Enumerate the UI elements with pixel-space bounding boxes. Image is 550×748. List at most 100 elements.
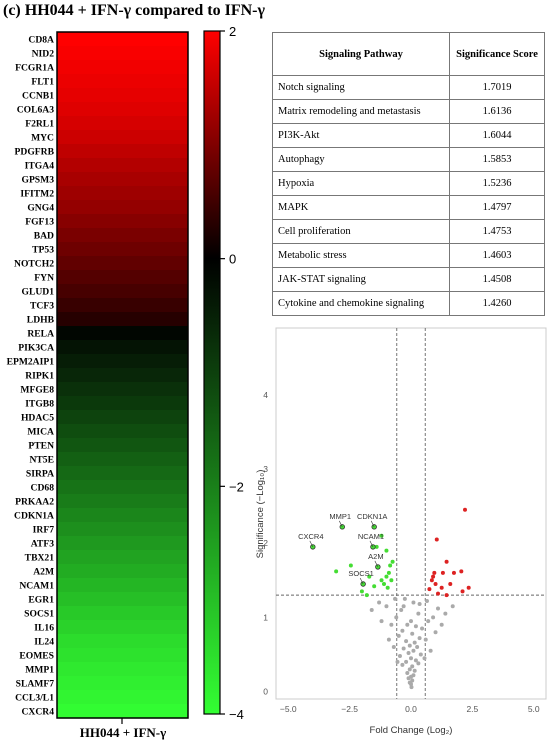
up-point [433,581,438,586]
gene-label: F2RL1 [25,118,54,129]
ns-point [404,659,409,664]
up-point [436,591,440,596]
gene-label: CD8A [28,34,54,45]
up-point [439,585,444,590]
down-point [389,578,394,583]
ns-point [411,600,416,605]
heatmap-cell [57,172,188,187]
heatmap-cell [57,116,188,131]
gene-label: CD68 [31,482,55,493]
gene-label: TP53 [32,244,54,255]
point-label: A2M [368,552,383,561]
gene-label: TCF3 [30,300,54,311]
up-point [460,589,465,594]
down-point [390,559,395,564]
heatmap-cell [57,438,188,453]
ns-point [439,622,444,627]
pathway-score: 1.4260 [449,291,545,316]
heatmap-cell [57,326,188,341]
pathway-score: 1.7019 [449,75,545,100]
gene-label: ITGA4 [25,160,55,171]
heatmap-cells [57,32,188,719]
pathway-score: 1.6044 [449,123,545,148]
gene-label: TBX21 [25,552,55,563]
gene-label: PIK3CA [18,342,54,353]
table-row: Matrix remodeling and metastasis 1.6136 [272,99,545,124]
ns-point [406,676,411,681]
heatmap-cell [57,354,188,369]
heatmap: CD8A NID2 FCGR1A FLT1 CCNB1 COL6A3 F2RL1 MYC PDG… [7,24,244,724]
gene-label: BAD [34,230,54,241]
heatmap-cell [57,522,188,537]
down-point [379,578,384,583]
label-leader [374,560,379,568]
heatmap-cell [57,704,188,719]
ns-point [420,626,425,631]
ns-point [405,622,410,627]
ns-point [422,656,427,661]
heatmap-cell [57,452,188,467]
heatmap-cell [57,102,188,117]
x-axis-label: Fold Change (Log₂) [370,725,453,736]
gene-label: COL6A3 [17,104,55,115]
gene-label: IFITM2 [20,188,54,199]
gene-label: ITGB8 [25,398,54,409]
table-row: Cytokine and chemokine signaling 1.4260 [272,291,545,316]
gene-label: SLAMF7 [16,678,55,689]
gene-label: PTEN [28,440,54,451]
y-tick-label: 2 [263,538,268,548]
pathway-name: Cell proliferation [272,219,450,244]
pathway-name: JAK-STAT signaling [272,267,450,292]
heatmap-cell [57,74,188,89]
ns-point [389,622,394,627]
pathway-score: 1.4508 [449,267,545,292]
pathway-table: Signaling Pathway Significance Score Not… [272,32,545,316]
x-tick-label: −2.5 [341,704,358,714]
label-leader [359,577,364,585]
up-point [451,570,456,575]
gene-label: SOCS1 [24,608,54,619]
ns-point [397,653,402,658]
pathway-name: Autophagy [272,147,450,172]
volcano-ticks: −5.0 −2.5 0.0 2.5 5.0 0 1 2 3 4 [263,390,540,714]
heatmap-cell [57,424,188,439]
point-label: CXCR4 [298,532,323,541]
gene-label: RELA [27,328,54,339]
up-point [431,574,436,579]
table-row: Notch signaling 1.7019 [272,75,545,100]
down-point [379,533,384,538]
gene-label: NT5E [29,454,54,465]
point-label: NCAM1 [358,532,384,541]
heatmap-cell [57,186,188,201]
ns-point [406,650,411,655]
colorbar-tick-label: 0 [229,252,236,267]
gene-label: MYC [31,132,54,143]
up-point [432,570,437,575]
up-point [444,559,449,564]
gene-label: CCNB1 [22,90,54,101]
gene-label: NCAM1 [19,580,54,591]
pathway-name: MAPK [272,195,450,220]
heatmap-cell [57,634,188,649]
heatmap-cell [57,228,188,243]
pathway-name: Metabolic stress [272,243,450,268]
down-point [382,581,386,586]
ns-point [407,643,412,648]
gene-label: FLT1 [31,76,54,87]
heatmap-cell [57,32,188,47]
up-point [429,578,434,583]
ns-point [412,668,417,673]
gene-label: MICA [27,426,54,437]
ns-point [395,659,400,664]
heatmap-cell [57,382,188,397]
ns-point [418,652,423,657]
pathway-score: 1.5236 [449,171,545,196]
colorbar [203,30,221,715]
gene-label: MMP1 [25,664,54,675]
heatmap-column-label: HH044 + IFN-γ [79,725,167,740]
up-point [434,537,439,542]
heatmap-cell [57,648,188,663]
colorbar-tick-label: −2 [229,479,244,494]
ns-point [426,619,431,624]
ns-point [379,619,384,624]
